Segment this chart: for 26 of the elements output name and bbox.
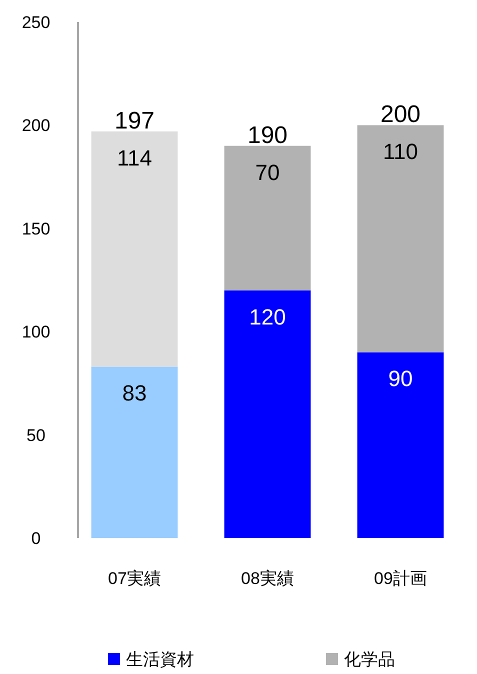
y-tick-label: 250 — [22, 13, 50, 32]
bar — [357, 125, 444, 352]
data-label: 83 — [122, 380, 147, 406]
y-tick-label: 0 — [31, 529, 41, 548]
bar — [357, 352, 444, 538]
bar — [224, 146, 311, 290]
data-label: 90 — [388, 366, 413, 392]
legend-label: 生活資材 — [126, 650, 194, 669]
y-tick-label: 100 — [22, 322, 50, 342]
y-tick-label: 150 — [22, 219, 50, 238]
y-tick-label: 50 — [26, 426, 46, 445]
data-label: 70 — [255, 160, 280, 185]
bar — [91, 366, 178, 538]
x-tick-label: 09計画 — [374, 569, 427, 588]
y-tick-label: 200 — [22, 116, 50, 136]
total-label: 200 — [380, 101, 421, 128]
legend-label: 化学品 — [344, 650, 395, 669]
x-tick-label: 07実績 — [108, 569, 161, 588]
total-label: 190 — [247, 122, 288, 149]
data-label: 120 — [249, 304, 286, 330]
x-tick-label: 08実績 — [241, 569, 294, 588]
bar — [91, 131, 178, 367]
total-label: 197 — [114, 107, 155, 134]
data-label: 114 — [116, 145, 152, 170]
bar — [224, 290, 311, 538]
data-label: 110 — [382, 139, 418, 164]
